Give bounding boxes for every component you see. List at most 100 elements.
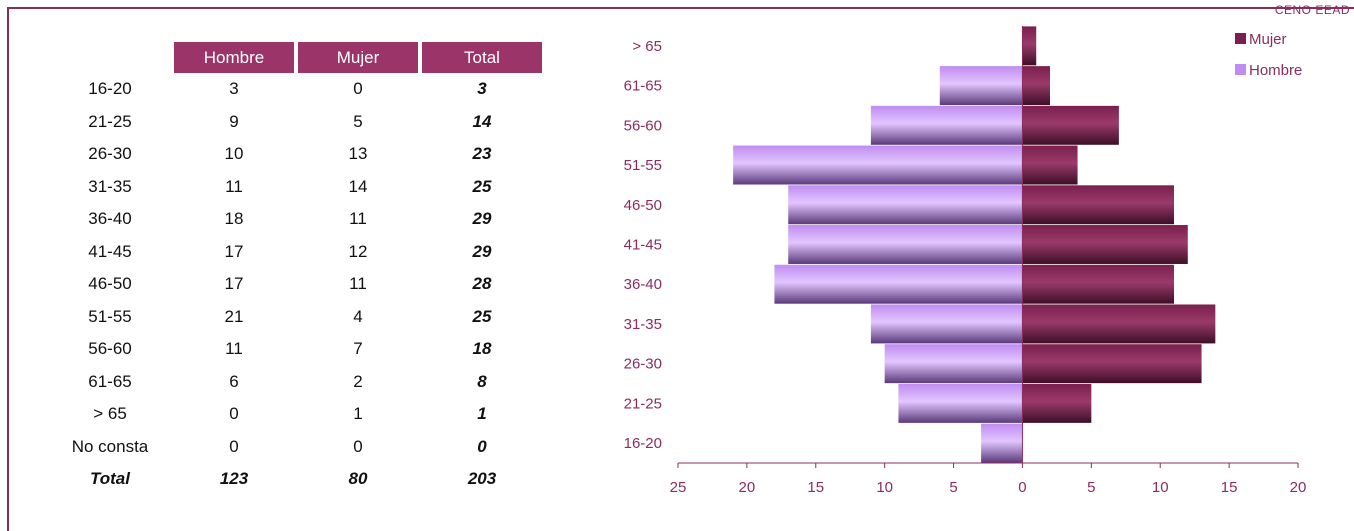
mujer-value: 11 (349, 209, 367, 229)
table-row: 41-45 17 12 29 (50, 236, 542, 269)
total-row: Total 123 80 203 (50, 463, 542, 496)
bar-mujer-61-65 (1022, 66, 1050, 106)
mujer-value: 13 (348, 144, 368, 164)
hombre-value: 11 (225, 176, 243, 196)
hombre-value: 0 (229, 404, 239, 424)
x-tick-label: 25 (670, 479, 687, 496)
mujer-value: 2 (353, 371, 363, 391)
bar-hombre-36-40 (774, 264, 1023, 304)
hombre-value: 21 (224, 306, 244, 326)
total-label: Total (90, 469, 130, 489)
age-group-label: 26-30 (88, 144, 132, 164)
bar-mujer-51-55 (1022, 145, 1078, 185)
figure-frame: CENO EEAD (7, 3, 1354, 531)
mujer-value: 12 (348, 241, 368, 261)
table-row: 51-55 21 4 25 (50, 301, 542, 334)
header-empty-cell (50, 42, 170, 73)
header-total: Total (422, 42, 542, 73)
age-group-label: 36-40 (88, 209, 132, 229)
table-header-row: Hombre Mujer Total (50, 42, 542, 73)
legend-swatch-mujer (1235, 33, 1246, 44)
header-hombre: Hombre (174, 42, 294, 73)
mujer-value: 5 (353, 111, 363, 131)
bar-hombre-51-55 (733, 145, 1023, 185)
total-value: 29 (472, 241, 492, 261)
total-value: 1 (477, 404, 487, 424)
x-tick-label: 0 (1018, 479, 1026, 496)
bar-mujer-46-50 (1022, 185, 1174, 225)
total-value: 18 (472, 339, 492, 359)
bar-mujer-31-35 (1022, 304, 1216, 344)
hombre-value: 11 (225, 339, 243, 359)
total-value: 28 (472, 274, 492, 294)
x-tick-label: 15 (1221, 479, 1238, 496)
total-value: 8 (477, 371, 487, 391)
corner-text: CENO EEAD (1274, 3, 1350, 17)
table-row: > 65 0 1 1 (50, 398, 542, 431)
bar-hombre-56-60 (870, 105, 1023, 145)
mujer-value: 7 (353, 339, 363, 359)
bar-hombre-61-65 (939, 66, 1023, 106)
legend-label-mujer: Mujer (1249, 31, 1287, 48)
hombre-value: 0 (229, 436, 239, 456)
x-tick-label: 20 (1290, 479, 1307, 496)
total-value: 23 (472, 144, 492, 164)
hombre-value: 9 (229, 111, 239, 131)
bar-hombre-31-35 (870, 304, 1023, 344)
table-row: 56-60 11 7 18 (50, 333, 542, 366)
mujer-value: 0 (353, 79, 363, 99)
age-gender-table: Hombre Mujer Total 16-20 3 0 3 21-25 9 5 14 26-3… (46, 42, 546, 496)
age-group-label: 61-65 (88, 371, 132, 391)
x-tick-label: 5 (949, 479, 957, 496)
y-tick-label: 21-25 (624, 395, 662, 412)
age-group-label: 16-20 (88, 79, 132, 99)
age-group-label: No consta (71, 436, 149, 456)
legend-swatch-hombre (1235, 64, 1246, 75)
x-tick-label: 15 (807, 479, 824, 496)
total-value: 3 (477, 79, 487, 99)
mujer-value: 14 (348, 176, 368, 196)
bar-mujer-> 65 (1022, 26, 1037, 66)
table-row: No consta 0 0 0 (50, 431, 542, 464)
table-row: 21-25 9 5 14 (50, 106, 542, 139)
total-total: 203 (467, 469, 497, 489)
age-group-label: 41-45 (88, 241, 132, 261)
x-tick-label: 5 (1087, 479, 1095, 496)
table-row: 36-40 18 11 29 (50, 203, 542, 236)
hombre-value: 6 (229, 371, 239, 391)
y-tick-label: 26-30 (624, 356, 662, 373)
table-row: 26-30 10 13 23 (50, 138, 542, 171)
bar-hombre-41-45 (788, 225, 1023, 264)
y-tick-label: 41-45 (624, 237, 662, 254)
y-tick-label: 61-65 (624, 78, 662, 95)
population-pyramid-chart: 16-20 21-25 26-30 31-35 36-40 41-45 46-50 51-55… (624, 26, 1307, 496)
age-group-label: 51-55 (88, 306, 132, 326)
x-tick-label: 20 (739, 479, 756, 496)
bar-mujer-56-60 (1022, 105, 1119, 145)
bar-hombre-46-50 (788, 185, 1023, 225)
table-row: 16-20 3 0 3 (50, 73, 542, 106)
table-row: 61-65 6 2 8 (50, 366, 542, 399)
mujer-value: 11 (349, 274, 367, 294)
y-tick-label: 16-20 (624, 435, 662, 452)
hombre-value: 10 (224, 144, 244, 164)
bar-mujer-21-25 (1022, 383, 1092, 423)
y-tick-label: 56-60 (624, 117, 662, 134)
y-tick-label: 51-55 (624, 157, 662, 174)
hombre-value: 17 (224, 241, 244, 261)
hombre-value: 3 (229, 79, 239, 99)
table-row: 46-50 17 11 28 (50, 268, 542, 301)
mujer-value: 0 (353, 436, 363, 456)
age-group-label: 46-50 (88, 274, 132, 294)
y-tick-label: 31-35 (624, 316, 662, 333)
age-group-label: 31-35 (88, 176, 132, 196)
total-value: 25 (472, 176, 492, 196)
x-tick-label: 10 (1152, 479, 1169, 496)
y-tick-label: 46-50 (624, 197, 662, 214)
mujer-value: 1 (353, 404, 363, 424)
hombre-value: 18 (224, 209, 244, 229)
total-value: 25 (472, 306, 492, 326)
table-row: 31-35 11 14 25 (50, 171, 542, 204)
bar-hombre-16-20 (981, 423, 1023, 463)
legend-label-hombre: Hombre (1249, 62, 1302, 79)
